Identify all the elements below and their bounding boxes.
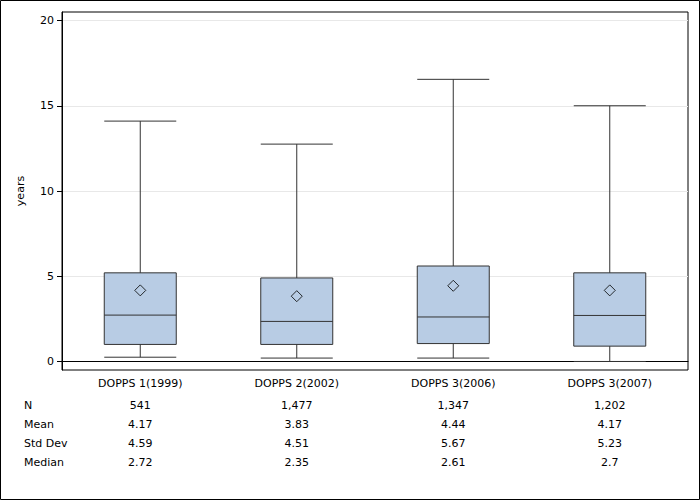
svg-text:DOPPS 1(1999): DOPPS 1(1999) [98,377,182,390]
svg-text:DOPPS 3(2007): DOPPS 3(2007) [568,377,652,390]
svg-text:4.59: 4.59 [128,437,153,450]
svg-text:2.61: 2.61 [441,456,466,469]
svg-text:4.17: 4.17 [598,418,623,431]
svg-text:541: 541 [130,399,151,412]
svg-text:4.51: 4.51 [285,437,310,450]
svg-text:3.83: 3.83 [285,418,310,431]
svg-text:10: 10 [40,185,54,198]
svg-text:5.23: 5.23 [598,437,623,450]
svg-text:years: years [14,176,27,207]
svg-text:DOPPS 2(2002): DOPPS 2(2002) [255,377,339,390]
svg-text:1,202: 1,202 [594,399,626,412]
svg-text:Median: Median [24,456,64,469]
svg-text:Std Dev: Std Dev [24,437,68,450]
svg-text:4.44: 4.44 [441,418,466,431]
svg-text:DOPPS 3(2006): DOPPS 3(2006) [411,377,495,390]
svg-text:1,477: 1,477 [281,399,313,412]
svg-text:Mean: Mean [24,418,54,431]
svg-text:4.17: 4.17 [128,418,153,431]
svg-text:2.7: 2.7 [601,456,619,469]
svg-text:5.67: 5.67 [441,437,466,450]
svg-text:20: 20 [40,14,54,27]
svg-text:2.72: 2.72 [128,456,153,469]
svg-text:2.35: 2.35 [285,456,310,469]
svg-text:15: 15 [40,99,54,112]
svg-text:5: 5 [47,270,54,283]
svg-text:1,347: 1,347 [438,399,470,412]
svg-text:0: 0 [47,355,54,368]
svg-text:N: N [24,399,32,412]
